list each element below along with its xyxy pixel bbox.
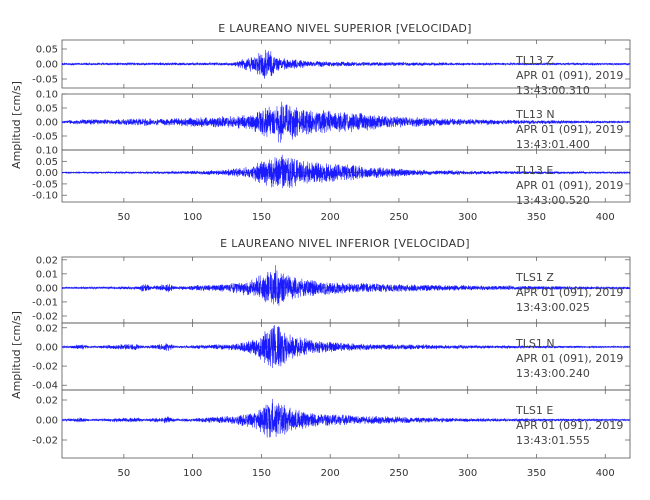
date-label: APR 01 (091), 2019 bbox=[516, 419, 623, 432]
x-tick-label: 350 bbox=[527, 468, 546, 479]
x-tick-label: 100 bbox=[183, 468, 202, 479]
station-label: TL13 N bbox=[515, 108, 555, 121]
date-label: APR 01 (091), 2019 bbox=[516, 179, 623, 192]
y-tick-label: 0.00 bbox=[36, 283, 58, 294]
panel-tl13-z: 0.05 0.00 -0.05 TL13 Z APR 01 (091), 2019 13:… bbox=[32, 39, 631, 97]
y-tick-label: 0.00 bbox=[36, 168, 58, 179]
station-label: TL13 Z bbox=[515, 54, 554, 67]
x-tick-label: 150 bbox=[252, 212, 271, 223]
x-tick-label: 100 bbox=[183, 212, 202, 223]
y-tick-label: 0.05 bbox=[36, 45, 58, 56]
y-tick-label: 0.02 bbox=[36, 396, 58, 407]
x-tick-label: 150 bbox=[252, 468, 271, 479]
y-tick-label: -0.05 bbox=[32, 75, 58, 86]
x-tick-label: 200 bbox=[321, 212, 340, 223]
y-tick-label: -0.04 bbox=[32, 381, 58, 392]
waveform-trace bbox=[61, 265, 631, 306]
x-tick-label: 50 bbox=[118, 468, 131, 479]
y-tick-label: -0.02 bbox=[32, 311, 58, 322]
y-tick-label: 0.00 bbox=[36, 342, 58, 353]
waveform-trace bbox=[61, 49, 631, 79]
x-tick-label: 50 bbox=[118, 212, 131, 223]
time-label: 13:43:00.520 bbox=[516, 194, 590, 207]
panel-frame bbox=[61, 389, 631, 459]
panel-frame bbox=[61, 149, 631, 203]
date-label: APR 01 (091), 2019 bbox=[516, 69, 623, 82]
y-tick-label: 0.05 bbox=[36, 104, 58, 115]
time-label: 13:43:01.400 bbox=[516, 138, 590, 151]
station-label: TL13 E bbox=[515, 164, 553, 177]
panel-tls1-e: 0.02 0.00 -0.02 TLS1 E APR 01 (091), 2019 13:… bbox=[32, 389, 631, 459]
x-tick-label: 300 bbox=[458, 212, 477, 223]
date-label: APR 01 (091), 2019 bbox=[516, 123, 623, 136]
waveform-trace bbox=[61, 398, 631, 438]
station-label: TLS1 E bbox=[515, 404, 553, 417]
panel-tl13-n: 0.10 0.05 0.00 -0.05 TL13 N APR 01 (091), 201… bbox=[32, 90, 631, 151]
panel-tls1-n: 0.02 0.00 -0.02 -0.04 TLS1 N APR 01 (091), 20… bbox=[32, 322, 631, 392]
date-label: APR 01 (091), 2019 bbox=[516, 286, 623, 299]
time-label: 13:43:01.555 bbox=[516, 434, 590, 447]
panel-tls1-z: 0.02 0.01 0.00 -0.01 -0.02 TLS1 Z APR 01 (091)… bbox=[32, 255, 631, 324]
y-tick-label: 0.10 bbox=[36, 90, 58, 101]
x-tick-label: 350 bbox=[527, 212, 546, 223]
station-label: TLS1 N bbox=[515, 337, 555, 350]
x-tick-label: 250 bbox=[389, 212, 408, 223]
y-tick-label: -0.05 bbox=[32, 132, 58, 143]
x-tick-label: 400 bbox=[596, 468, 615, 479]
y-tick-label: 0.05 bbox=[36, 157, 58, 168]
y-tick-label: 0.00 bbox=[36, 118, 58, 129]
y-tick-label: 0.02 bbox=[36, 323, 58, 334]
x-tick-label: 300 bbox=[458, 468, 477, 479]
upper-y-axis-label: Amplitud [cm/s] bbox=[10, 81, 23, 169]
waveform-trace bbox=[61, 101, 631, 143]
time-label: 13:43:00.240 bbox=[516, 367, 590, 380]
waveform-trace bbox=[61, 324, 631, 368]
x-tick-label: 400 bbox=[596, 212, 615, 223]
lower-chart-block: 0.02 0.01 0.00 -0.01 -0.02 TLS1 Z APR 01 (091)… bbox=[32, 255, 631, 479]
time-label: 13:43:00.025 bbox=[516, 301, 590, 314]
y-tick-label: -0.01 bbox=[32, 297, 58, 308]
x-tick-label: 250 bbox=[389, 468, 408, 479]
y-tick-label: 0.00 bbox=[36, 60, 58, 71]
x-tick-label: 200 bbox=[321, 468, 340, 479]
time-label: 13:43:00.310 bbox=[516, 84, 590, 97]
date-label: APR 01 (091), 2019 bbox=[516, 352, 623, 365]
y-tick-label: -0.10 bbox=[32, 191, 58, 202]
y-tick-label: -0.02 bbox=[32, 362, 58, 373]
panel-tl13-e: 0.100.050.00-0.05-0.10 TL13 E APR 01 (091)… bbox=[32, 146, 631, 207]
lower-y-axis-label: Amplitud [cm/s] bbox=[10, 311, 23, 399]
y-tick-label: -0.05 bbox=[32, 179, 58, 190]
station-label: TLS1 Z bbox=[515, 271, 554, 284]
y-tick-label: 0.02 bbox=[36, 255, 58, 266]
lower-chart-title: E LAUREANO NIVEL INFERIOR [VELOCIDAD] bbox=[220, 237, 470, 250]
y-tick-label: 0.10 bbox=[36, 146, 58, 157]
y-tick-label: 0.00 bbox=[36, 416, 58, 427]
y-tick-label: -0.02 bbox=[32, 436, 58, 447]
y-tick-label: 0.01 bbox=[36, 269, 58, 280]
waveform-trace bbox=[61, 154, 631, 189]
upper-chart-title: E LAUREANO NIVEL SUPERIOR [VELOCIDAD] bbox=[218, 22, 472, 35]
